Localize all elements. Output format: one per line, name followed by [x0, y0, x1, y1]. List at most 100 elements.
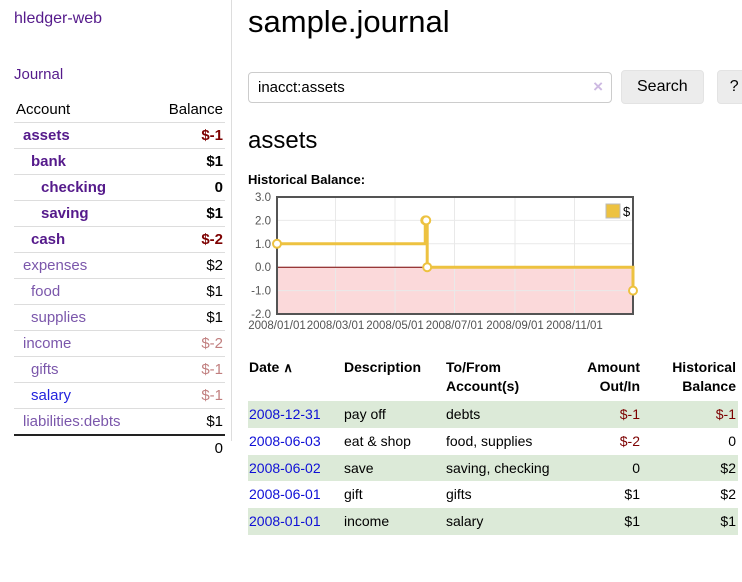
transaction-balance: $1 — [642, 508, 738, 536]
account-link-saving[interactable]: saving — [41, 205, 89, 222]
account-balance: $1 — [150, 278, 225, 305]
transaction-accounts: saving, checking — [445, 454, 570, 482]
accounts-total-row: 0 — [14, 434, 225, 461]
chart-label: Historical Balance: — [248, 172, 366, 187]
transaction-date-link[interactable]: 2008-12-31 — [249, 405, 321, 422]
account-link-expenses[interactable]: expenses — [23, 257, 88, 274]
y-tick-label: 0.0 — [255, 262, 271, 274]
transaction-date-link[interactable]: 2008-06-03 — [249, 432, 321, 449]
accounts-header-account: Account — [16, 101, 71, 118]
register-header-row: Date ∧ Description To/From Account(s) Amo… — [248, 355, 738, 401]
account-row: gifts $-1 — [14, 356, 225, 383]
transaction-balance: $2 — [642, 454, 738, 482]
legend-swatch — [605, 203, 621, 219]
transaction-accounts: gifts — [446, 486, 472, 503]
account-balance: $-2 — [150, 330, 225, 357]
transaction-amount: 0 — [570, 454, 642, 482]
register-row: 2008-06-02 save saving, checking 0 $2 — [248, 454, 738, 482]
sidebar-item-journal[interactable]: Journal — [14, 66, 64, 83]
account-row: food $1 — [14, 278, 225, 305]
historical-balance-chart: 3.0 2.0 1.0 0.0 -1.0 -2.0 2008/01/01 2008/03/01… — [248, 192, 668, 334]
transaction-amount: $-1 — [570, 400, 642, 428]
x-tick-label: 2008/11/01 — [546, 320, 603, 332]
column-header-date[interactable]: Date ∧ — [249, 359, 293, 375]
x-tick-label: 2008/03/01 — [307, 320, 365, 332]
data-point-marker[interactable] — [421, 215, 432, 226]
data-point-marker[interactable] — [628, 285, 638, 296]
account-link-income[interactable]: income — [23, 335, 72, 352]
account-row: liabilities:debts $1 — [14, 408, 225, 435]
register-row: 2008-01-01 income salary $1 $1 — [248, 508, 738, 536]
account-page-title: assets — [248, 127, 318, 154]
accounts-total-value: 0 — [150, 434, 225, 461]
nav-journal: Journal — [14, 66, 225, 84]
transaction-description: save — [343, 454, 445, 482]
transaction-description: gift — [344, 486, 363, 503]
y-tick-label: 3.0 — [255, 192, 271, 204]
accounts-header-balance: Balance — [168, 101, 223, 118]
y-tick-label: 2.0 — [255, 215, 271, 227]
main-content: sample.journal × Search ? assets Histori… — [232, 0, 742, 582]
accounts-table: Account Balance assets $-1 bank $1 check… — [14, 98, 225, 461]
page-title: sample.journal — [248, 4, 450, 39]
register-row: 2008-12-31 pay off debts $-1 $-1 — [248, 400, 738, 428]
column-header-balance: Historical Balance — [672, 359, 736, 394]
account-link-bank[interactable]: bank — [31, 153, 67, 170]
search-form: × Search ? — [248, 70, 742, 104]
y-tick-label: -2.0 — [251, 309, 271, 321]
plot-border — [276, 196, 634, 315]
account-link-checking[interactable]: checking — [41, 179, 107, 196]
account-balance: $-2 — [150, 226, 225, 253]
transaction-date-link[interactable]: 2008-06-01 — [249, 486, 321, 503]
data-point-marker[interactable] — [272, 238, 282, 249]
transaction-accounts: food, supplies — [446, 432, 533, 449]
app-brand-link[interactable]: hledger-web — [14, 10, 103, 27]
account-balance: $1 — [150, 304, 225, 331]
sidebar: hledger-web Journal Account Balance asse… — [0, 0, 232, 461]
account-row: cash $-2 — [14, 226, 225, 253]
x-tick-label: 2008/09/01 — [486, 320, 544, 332]
account-link-gifts[interactable]: gifts — [31, 361, 59, 378]
search-button[interactable]: Search — [621, 70, 704, 104]
x-tick-label: 2008/07/01 — [426, 320, 484, 332]
account-row: salary $-1 — [14, 382, 225, 409]
transaction-description: pay off — [343, 400, 445, 428]
y-tick-label: -1.0 — [251, 286, 271, 298]
account-link-liabilities-debts[interactable]: liabilities:debts — [23, 413, 121, 430]
transaction-balance: $-1 — [642, 400, 738, 428]
column-header-description: Description — [344, 359, 422, 375]
account-row: saving $1 — [14, 200, 225, 227]
account-balance: $2 — [150, 252, 225, 279]
account-row: income $-2 — [14, 330, 225, 357]
accounts-header-row: Account Balance — [14, 98, 225, 123]
transaction-balance: 0 — [728, 432, 736, 449]
transaction-balance: $2 — [720, 486, 736, 503]
register-row: 2008-06-03 eat & shop food, supplies $-2… — [248, 428, 738, 455]
account-link-salary[interactable]: salary — [31, 387, 72, 404]
transaction-date-link[interactable]: 2008-06-02 — [249, 459, 321, 476]
account-balance: $1 — [150, 148, 225, 175]
account-link-cash[interactable]: cash — [31, 231, 66, 248]
account-link-supplies[interactable]: supplies — [31, 309, 87, 326]
help-button[interactable]: ? — [716, 70, 742, 104]
column-header-amount: Amount Out/In — [587, 359, 640, 394]
account-balance: $-1 — [150, 356, 225, 383]
transaction-date-link[interactable]: 2008-01-01 — [249, 513, 321, 530]
account-link-food[interactable]: food — [31, 283, 61, 300]
account-link-assets[interactable]: assets — [23, 127, 70, 144]
register-table: Date ∧ Description To/From Account(s) Amo… — [248, 355, 738, 536]
account-balance: $1 — [150, 408, 225, 435]
search-input[interactable] — [248, 71, 612, 103]
sort-ascending-icon: ∧ — [283, 360, 293, 375]
transaction-amount: $1 — [624, 486, 640, 503]
column-header-accounts: To/From Account(s) — [446, 359, 520, 394]
transaction-description: eat & shop — [344, 432, 411, 449]
clear-search-icon[interactable]: × — [593, 76, 603, 96]
transaction-amount: $1 — [570, 508, 642, 536]
account-balance: $-1 — [150, 382, 225, 409]
x-tick-label: 2008/01/01 — [248, 320, 306, 332]
data-point-marker[interactable] — [422, 262, 433, 273]
account-balance: 0 — [150, 174, 225, 201]
account-balance: $-1 — [150, 122, 225, 149]
account-row: bank $1 — [14, 148, 225, 175]
